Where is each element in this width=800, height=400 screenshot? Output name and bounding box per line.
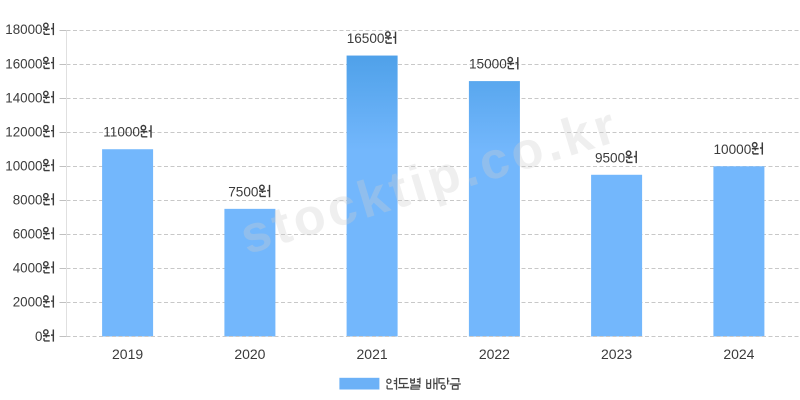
svg-text:2000: 2000 [13, 295, 43, 310]
svg-text:6000: 6000 [13, 227, 43, 242]
svg-text:2024: 2024 [723, 346, 754, 362]
svg-text:2022: 2022 [479, 346, 510, 362]
svg-text:16500: 16500 [347, 31, 385, 46]
svg-text:7500: 7500 [228, 184, 259, 199]
svg-text:2021: 2021 [357, 346, 388, 362]
svg-text:10000: 10000 [5, 158, 42, 173]
svg-text:12000: 12000 [5, 124, 42, 139]
svg-text:10000: 10000 [713, 142, 751, 157]
svg-text:16000: 16000 [5, 56, 42, 71]
svg-text:4000: 4000 [13, 261, 43, 276]
svg-text:0: 0 [35, 329, 42, 344]
svg-text:2020: 2020 [234, 346, 265, 362]
svg-text:11000: 11000 [103, 125, 140, 140]
svg-text:2023: 2023 [601, 346, 632, 362]
svg-text:15000: 15000 [469, 57, 507, 72]
svg-text:18000: 18000 [5, 22, 42, 37]
svg-text:9500: 9500 [595, 150, 626, 165]
svg-text:14000: 14000 [5, 90, 42, 105]
svg-text:2019: 2019 [112, 346, 143, 362]
svg-text:8000: 8000 [13, 193, 43, 208]
